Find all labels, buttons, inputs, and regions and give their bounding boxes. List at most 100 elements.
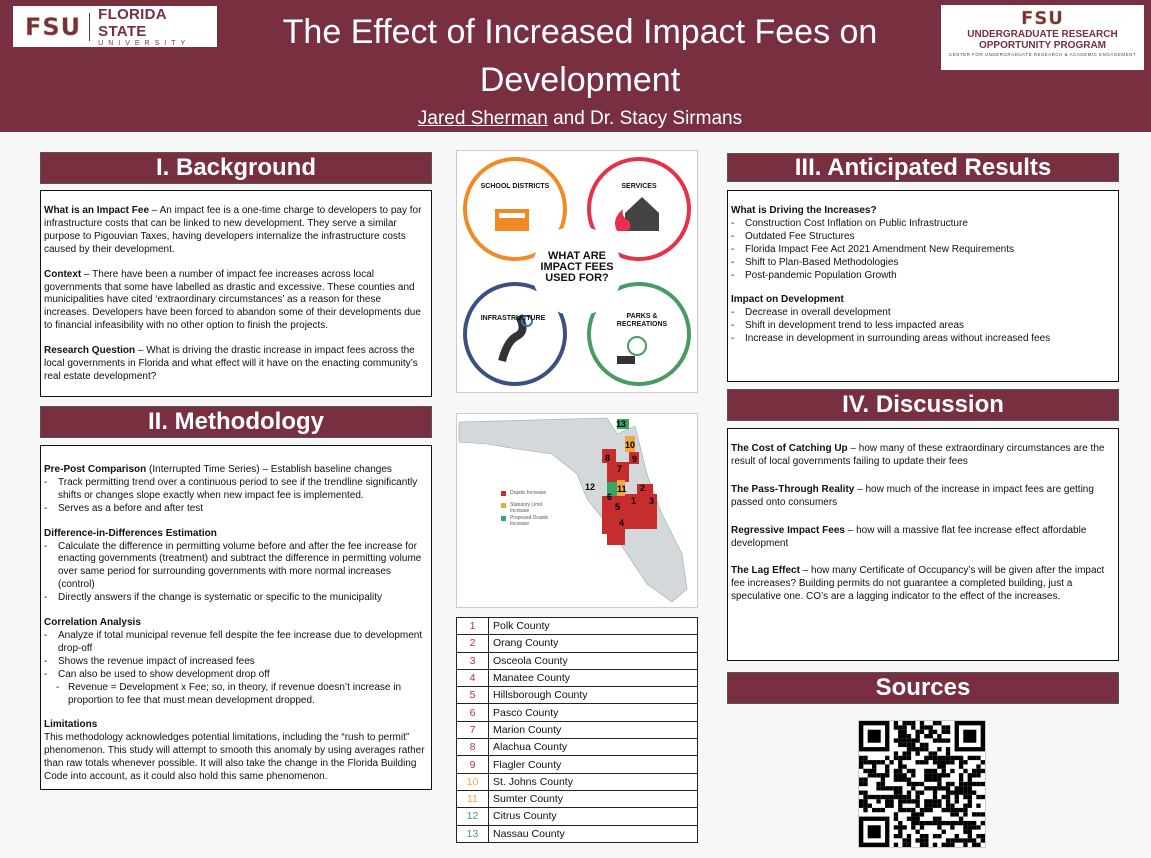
impact-title: Impact on Development bbox=[731, 294, 844, 306]
legend-statutory: Statutory Limit Increase bbox=[510, 502, 542, 514]
county-number: 11 bbox=[456, 789, 489, 809]
author-link[interactable]: Jared Sherman bbox=[417, 108, 548, 129]
legend-swatch-proposed bbox=[501, 516, 506, 521]
county-name: Hillsborough County bbox=[488, 686, 698, 705]
list-item: Serves as a before and after test bbox=[44, 503, 428, 516]
county-4 bbox=[607, 529, 625, 545]
poster-header: FSU FLORIDA STATE UNIVERSITY The Effect o… bbox=[0, 0, 1151, 132]
urop-logo: FSU UNDERGRADUATE RESEARCH OPPORTUNITY P… bbox=[941, 5, 1144, 70]
svg-text:13: 13 bbox=[616, 419, 626, 429]
svg-text:4: 4 bbox=[619, 518, 624, 528]
discussion-item: Regressive Impact Fees – how will a mass… bbox=[731, 524, 1087, 549]
table-row: 7 Marion County bbox=[456, 720, 698, 740]
legend-swatch-statutory bbox=[501, 503, 506, 508]
fire-icon bbox=[615, 209, 631, 231]
bench-icon bbox=[617, 356, 635, 364]
county-name: Polk County bbox=[488, 616, 698, 636]
research-question: Research Question – What is driving the … bbox=[44, 345, 418, 382]
results-box: What is Driving the Increases? Construct… bbox=[727, 190, 1119, 382]
county-name: Osceola County bbox=[488, 651, 698, 670]
drivers-title: What is Driving the Increases? bbox=[731, 205, 877, 216]
fsu-logo: FSU FLORIDA STATE UNIVERSITY bbox=[13, 6, 217, 47]
list-item: Analyze if total municipal revenue fell … bbox=[44, 630, 428, 656]
infographic-center-text: WHAT ARE IMPACT FEES USED FOR? bbox=[540, 250, 614, 284]
county-number: 2 bbox=[456, 634, 489, 653]
poster-title: The Effect of Increased Impact Fees on D… bbox=[282, 13, 878, 99]
table-row: 10 St. Johns County bbox=[456, 772, 698, 791]
county-10 bbox=[625, 436, 635, 452]
table-row: 8 Alachua County bbox=[456, 738, 698, 757]
county-11 bbox=[617, 480, 625, 508]
fsu-name-line: FLORIDA STATE bbox=[98, 6, 167, 40]
county-name: Nassau County bbox=[488, 824, 698, 843]
florida-map: 13 10 9 8 7 12 11 2 3 1 6 5 4 Drastic Increase Statu… bbox=[456, 413, 698, 608]
list-item: Florida Impact Fee Act 2021 Amendment Ne… bbox=[731, 244, 1115, 257]
county-12 bbox=[607, 482, 617, 496]
county-table: 1 Polk County 2 Orang County 3 Osceola County… bbox=[456, 616, 698, 843]
county-name: Orang County bbox=[488, 634, 698, 653]
results-heading: III. Anticipated Results bbox=[727, 153, 1119, 182]
tree-icon bbox=[627, 336, 647, 356]
discussion-item: The Lag Effect – how many Certificate of… bbox=[731, 565, 1105, 603]
background-heading: I. Background bbox=[40, 152, 432, 184]
list-item: Calculate the difference in permitting v… bbox=[44, 541, 428, 593]
house-icon bbox=[625, 197, 659, 231]
correlation-title: Correlation Analysis bbox=[44, 617, 141, 629]
list-item: Shift to Plan-Based Methodologies bbox=[731, 257, 1115, 270]
list-item: Decrease in overall development bbox=[731, 307, 1115, 320]
county-number: 8 bbox=[456, 738, 489, 757]
school-icon bbox=[495, 209, 529, 231]
svg-text:11: 11 bbox=[617, 484, 627, 494]
svg-text:10: 10 bbox=[625, 440, 635, 450]
county-7 bbox=[607, 462, 629, 482]
list-item: Construction Cost Inflation on Public In… bbox=[731, 218, 1115, 231]
did-title: Difference-in-Differences Estimation bbox=[44, 527, 217, 539]
svg-text:9: 9 bbox=[632, 454, 637, 464]
list-item: Post-pandemic Population Growth bbox=[731, 270, 1115, 283]
discussion-item: The Pass-Through Reality – how much of t… bbox=[731, 483, 1094, 508]
impact-fee-def: What is an Impact Fee – An impact fee is… bbox=[44, 205, 422, 255]
road-icon bbox=[498, 314, 527, 363]
table-row: 9 Flagler County bbox=[456, 755, 698, 774]
svg-text:12: 12 bbox=[585, 482, 595, 492]
list-item: Directly answers if the change is system… bbox=[44, 592, 428, 605]
county-8 bbox=[602, 449, 616, 463]
county-number: 9 bbox=[456, 755, 489, 774]
discussion-item: The Cost of Catching Up – how many of th… bbox=[731, 443, 1105, 467]
list-item: Shows the revenue impact of increased fe… bbox=[44, 656, 428, 669]
county-13 bbox=[617, 419, 629, 429]
svg-text:3: 3 bbox=[649, 496, 654, 506]
county-name: Alachua County bbox=[488, 738, 698, 757]
pin-icon bbox=[521, 315, 533, 327]
urop-fsu-mark: FSU bbox=[1021, 8, 1064, 30]
county-1-3 bbox=[625, 494, 657, 529]
county-number: 1 bbox=[456, 616, 489, 636]
county-number: 4 bbox=[456, 668, 489, 688]
svg-text:8: 8 bbox=[605, 453, 610, 463]
label-services: SERVICES bbox=[621, 183, 657, 190]
list-item: Shift in development trend to less impac… bbox=[731, 320, 1115, 333]
fsu-sub-line: UNIVERSITY bbox=[98, 40, 191, 47]
impact-fee-infographic: SCHOOL DISTRICTS SERVICES INFRASTRUCTURE… bbox=[456, 150, 698, 393]
label-infrastructure: INFRASTRUCTURE bbox=[480, 315, 546, 322]
authors: Jared Sherman and Dr. Stacy Sirmans bbox=[230, 108, 930, 130]
background-box: What is an Impact Fee – An impact fee is… bbox=[40, 190, 432, 397]
qr-code[interactable] bbox=[858, 720, 986, 848]
table-row: 5 Hillsborough County bbox=[456, 686, 698, 705]
table-row: 1 Polk County bbox=[456, 616, 698, 636]
county-name: Citrus County bbox=[488, 807, 698, 826]
table-row: 6 Pasco County bbox=[456, 703, 698, 722]
county-5-6 bbox=[602, 496, 625, 534]
discussion-heading: IV. Discussion bbox=[727, 389, 1119, 421]
label-parks: PARKS & RECREATIONS bbox=[616, 313, 668, 328]
county-name: St. Johns County bbox=[488, 772, 698, 791]
svg-text:7: 7 bbox=[617, 464, 622, 474]
list-subitem: Revenue = Development x Fee; so, in theo… bbox=[44, 682, 428, 708]
list-item: Increase in development in surrounding a… bbox=[731, 333, 1115, 346]
county-number: 13 bbox=[456, 824, 489, 843]
logo-divider bbox=[89, 12, 91, 41]
county-name: Flagler County bbox=[488, 755, 698, 774]
limitations-title: Limitations bbox=[44, 719, 98, 731]
context: Context – There have been a number of im… bbox=[44, 268, 421, 332]
discussion-box: The Cost of Catching Up – how many of th… bbox=[727, 428, 1119, 661]
